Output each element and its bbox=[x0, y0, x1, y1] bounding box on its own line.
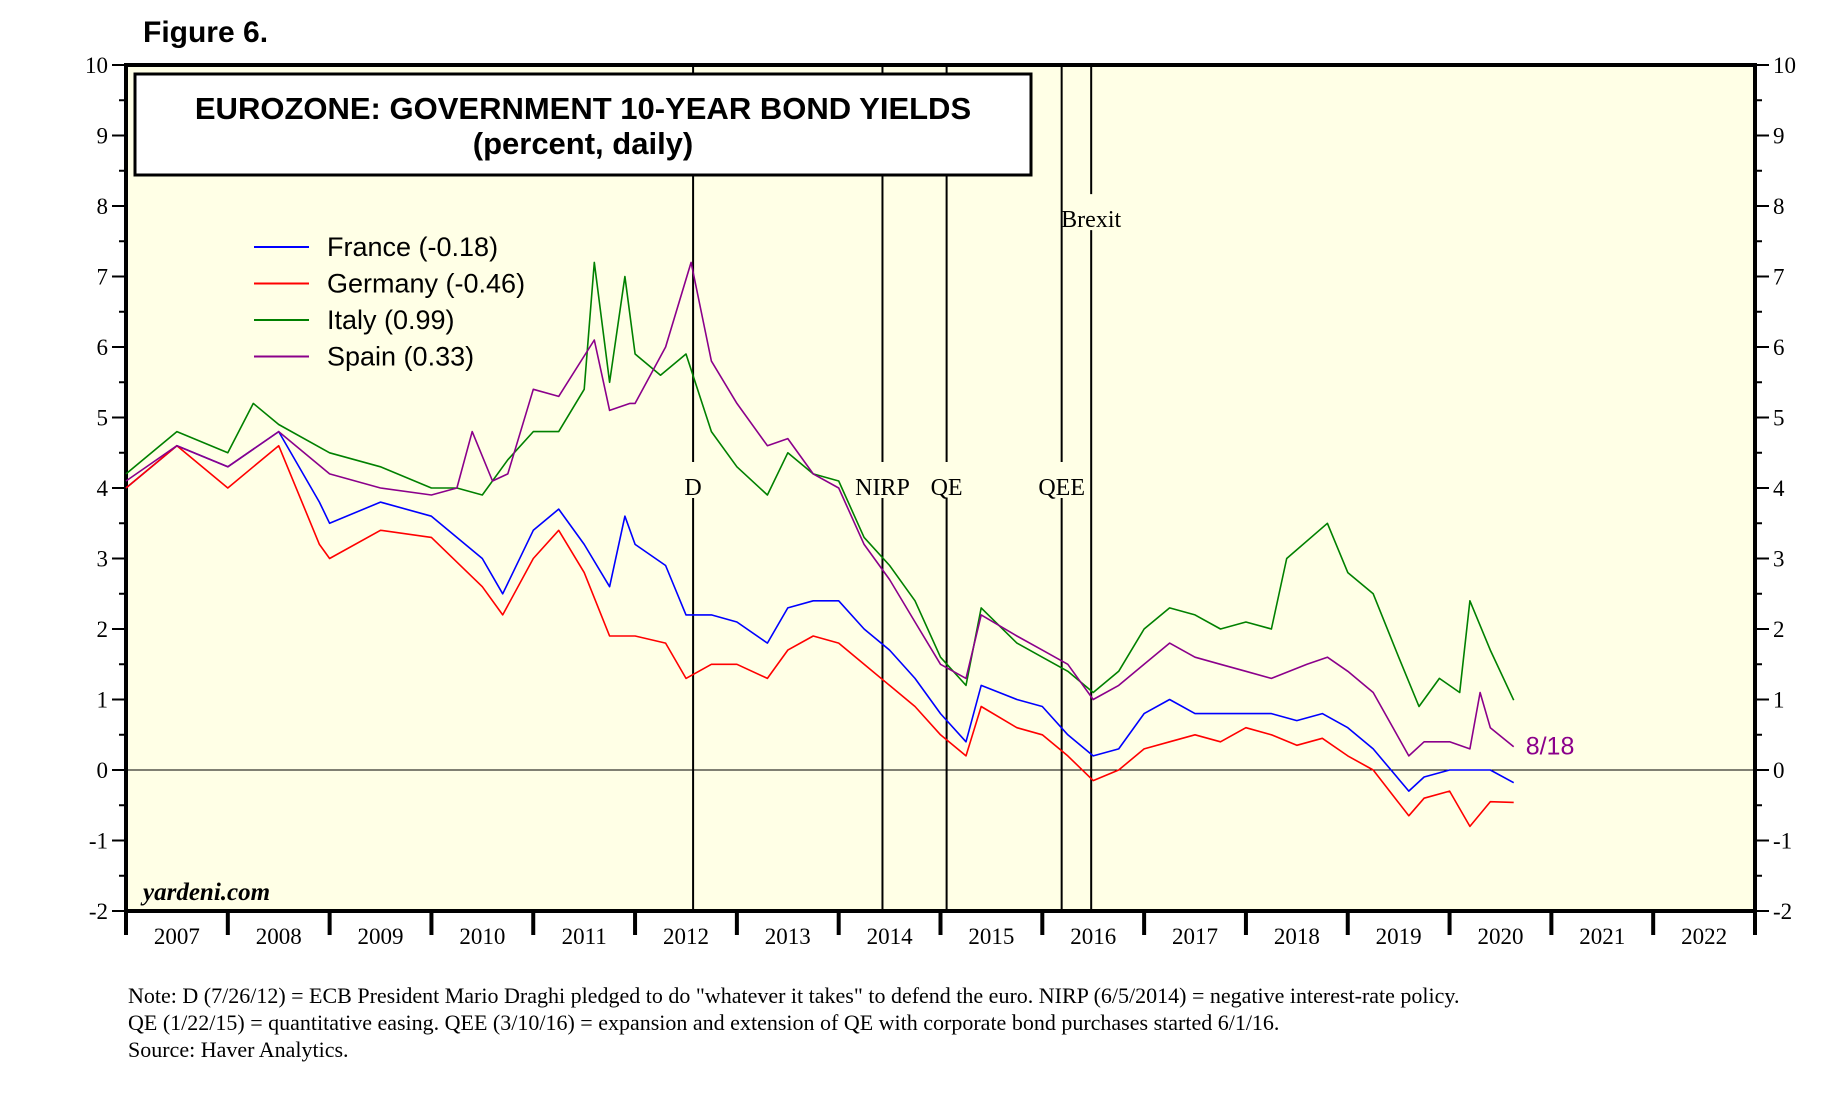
series-line-italy bbox=[125, 261, 1515, 708]
event-label: NIRP bbox=[855, 475, 910, 501]
y-tick-label-left: 3 bbox=[97, 547, 109, 572]
y-tick-label-left: 8 bbox=[97, 194, 109, 219]
x-tick-label: 2017 bbox=[1172, 924, 1218, 949]
x-tick-label: 2018 bbox=[1274, 924, 1320, 949]
legend-label: France (-0.18) bbox=[327, 232, 498, 262]
y-tick-label-left: 0 bbox=[97, 758, 109, 783]
figure-label: Figure 6. bbox=[143, 16, 268, 49]
y-tick-label-left: 4 bbox=[97, 476, 109, 501]
y-tick-label-left: 2 bbox=[97, 617, 109, 642]
x-tick-label: 2015 bbox=[968, 924, 1014, 949]
legend-label: Germany (-0.46) bbox=[327, 269, 525, 299]
event-label: Brexit bbox=[1061, 207, 1121, 233]
x-tick-label: 2016 bbox=[1070, 924, 1116, 949]
event-label: D bbox=[684, 475, 701, 501]
y-tick-label-right: 0 bbox=[1773, 758, 1785, 783]
x-tick-label: 2007 bbox=[154, 924, 200, 949]
y-tick-label-left: 1 bbox=[97, 688, 109, 713]
y-tick-label-right: 9 bbox=[1773, 124, 1785, 149]
y-tick-label-left: -1 bbox=[89, 829, 108, 854]
series-lines bbox=[125, 261, 1515, 828]
note-line-2: QE (1/22/15) = quantitative easing. QEE … bbox=[128, 1010, 1279, 1035]
y-tick-label-left: 10 bbox=[85, 53, 108, 78]
title-box: EUROZONE: GOVERNMENT 10-YEAR BOND YIELDS… bbox=[133, 72, 1033, 177]
x-tick-label: 2021 bbox=[1579, 924, 1625, 949]
event-label: QEE bbox=[1038, 475, 1085, 501]
x-tick-label: 2020 bbox=[1477, 924, 1523, 949]
x-tick-label: 2009 bbox=[358, 924, 404, 949]
y-tick-label-right: -1 bbox=[1773, 829, 1792, 854]
legend-label: Spain (0.33) bbox=[327, 342, 474, 372]
x-tick-label: 2010 bbox=[459, 924, 505, 949]
event-markers: D NIRP QE QEE Brexit bbox=[684, 65, 1122, 911]
chart-title: EUROZONE: GOVERNMENT 10-YEAR BOND YIELDS bbox=[195, 91, 971, 126]
y-tick-label-right: 10 bbox=[1773, 53, 1796, 78]
legend: France (-0.18) Germany (-0.46) Italy (0.99… bbox=[254, 232, 525, 372]
x-tick-label: 2008 bbox=[256, 924, 302, 949]
x-tick-label: 2011 bbox=[562, 924, 607, 949]
x-tick-label: 2019 bbox=[1376, 924, 1422, 949]
y-tick-label-left: 6 bbox=[97, 335, 109, 360]
y-tick-label-right: 7 bbox=[1773, 265, 1785, 290]
note-line-1: Note: D (7/26/12) = ECB President Mario … bbox=[128, 983, 1459, 1008]
end-date-label: 8/18 bbox=[1526, 733, 1575, 761]
y-tick-label-right: 2 bbox=[1773, 617, 1785, 642]
y-tick-label-right: 6 bbox=[1773, 335, 1785, 360]
y-tick-label-left: 9 bbox=[97, 124, 109, 149]
y-tick-label-right: 5 bbox=[1773, 406, 1785, 431]
y-tick-label-right: 1 bbox=[1773, 688, 1785, 713]
y-tick-label-left: -2 bbox=[89, 899, 108, 924]
x-tick-label: 2013 bbox=[765, 924, 811, 949]
y-tick-label-right: 8 bbox=[1773, 194, 1785, 219]
y-tick-label-left: 5 bbox=[97, 406, 109, 431]
note-line-3: Source: Haver Analytics. bbox=[128, 1037, 349, 1062]
x-tick-label: 2022 bbox=[1681, 924, 1727, 949]
legend-label: Italy (0.99) bbox=[327, 305, 455, 335]
series-line-france bbox=[125, 430, 1515, 792]
y-tick-label-right: -2 bbox=[1773, 899, 1792, 924]
y-tick-label-left: 7 bbox=[97, 265, 109, 290]
series-line-germany bbox=[125, 444, 1514, 828]
y-tick-label-right: 3 bbox=[1773, 547, 1785, 572]
x-tick-label: 2014 bbox=[867, 924, 914, 949]
y-tick-label-right: 4 bbox=[1773, 476, 1785, 501]
chart-subtitle: (percent, daily) bbox=[473, 126, 694, 161]
series-line-spain bbox=[125, 261, 1515, 757]
x-tick-label: 2012 bbox=[663, 924, 709, 949]
watermark: yardeni.com bbox=[140, 879, 270, 906]
event-label: QE bbox=[931, 475, 963, 501]
